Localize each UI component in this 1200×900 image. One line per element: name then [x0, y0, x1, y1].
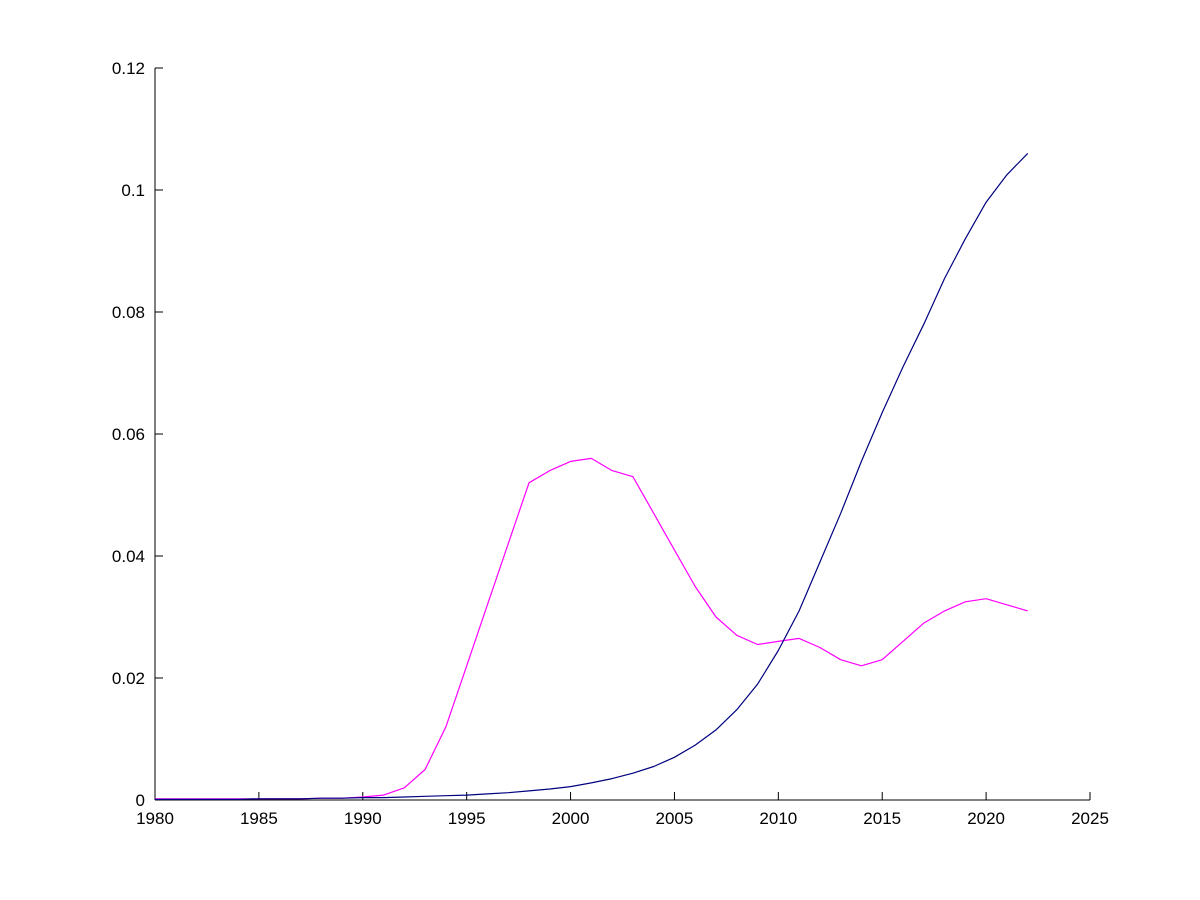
x-tick-label: 1990	[344, 809, 382, 828]
y-tick-label: 0.08	[112, 303, 145, 322]
y-tick-label: 0.12	[112, 59, 145, 78]
x-tick-label: 1995	[448, 809, 486, 828]
y-tick-label: 0.02	[112, 669, 145, 688]
y-tick-label: 0.04	[112, 547, 145, 566]
x-tick-label: 2000	[552, 809, 590, 828]
x-tick-label: 2005	[656, 809, 694, 828]
x-tick-label: 2020	[967, 809, 1005, 828]
x-tick-label: 2025	[1071, 809, 1109, 828]
y-tick-label: 0	[136, 791, 145, 810]
series-line-magenta-series	[155, 457, 1028, 800]
y-tick-label: 0.1	[121, 181, 145, 200]
x-tick-label: 2015	[863, 809, 901, 828]
x-tick-label: 2010	[759, 809, 797, 828]
x-tick-label: 1980	[136, 809, 174, 828]
series-line-blue-series	[155, 152, 1029, 801]
y-tick-label: 0.06	[112, 425, 145, 444]
x-tick-label: 1985	[240, 809, 278, 828]
